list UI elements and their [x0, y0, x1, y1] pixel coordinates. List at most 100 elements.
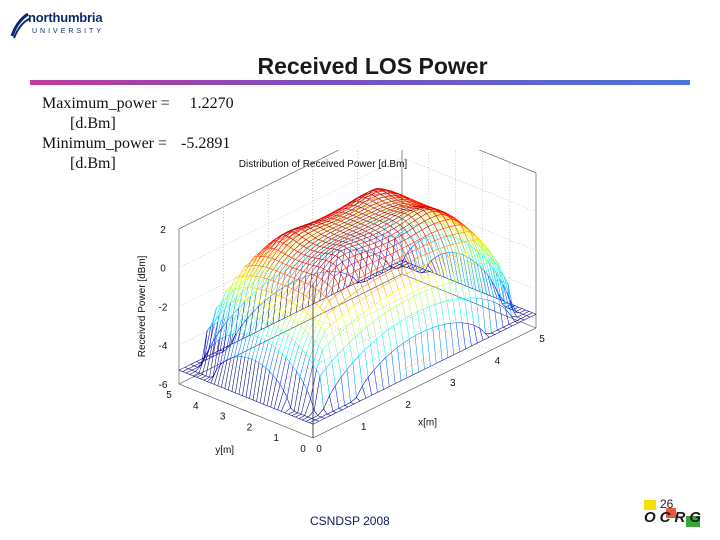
surface-mesh-line [471, 250, 478, 252]
surface-mesh-line [266, 269, 274, 280]
surface-mesh-line [344, 251, 351, 255]
surface-mesh-line [479, 245, 486, 260]
surface-mesh-line [333, 271, 341, 277]
surface-mesh-line [214, 321, 218, 325]
surface-mesh-line [517, 316, 521, 319]
surface-mesh-line [387, 231, 392, 236]
surface-mesh-line [365, 193, 372, 199]
surface-mesh-line [404, 236, 411, 241]
surface-mesh-line [373, 205, 380, 209]
surface-mesh-line [419, 207, 426, 210]
surface-mesh-line [217, 319, 222, 323]
surface-mesh-line [469, 231, 475, 241]
surface-mesh-line [414, 216, 422, 221]
surface-mesh-line [486, 263, 491, 280]
surface-mesh-line [372, 217, 377, 220]
surface-mesh-line [370, 275, 377, 280]
surface-mesh-line [256, 285, 263, 292]
surface-mesh-line [403, 339, 410, 344]
surface-mesh-line [431, 214, 436, 216]
surface-mesh-line [493, 296, 498, 299]
surface-mesh-line [360, 203, 368, 208]
surface-mesh-line [504, 301, 508, 304]
surface-mesh-line [514, 318, 521, 322]
surface-mesh-line [356, 291, 361, 302]
surface-mesh-line [309, 237, 316, 243]
box-edge [478, 150, 537, 174]
surface-mesh-line [369, 253, 376, 257]
surface-mesh-line [284, 239, 289, 247]
surface-mesh-line [403, 227, 408, 233]
surface-mesh-line [370, 219, 377, 223]
surface-mesh-line [372, 214, 379, 219]
surface-mesh-line [290, 317, 295, 321]
surface-mesh-line [291, 338, 296, 343]
surface-mesh-line [376, 334, 383, 340]
surface-mesh-line [520, 315, 527, 319]
surface-mesh-line [332, 227, 337, 230]
surface-mesh-line [366, 211, 373, 213]
surface-mesh-line [346, 286, 351, 296]
surface-mesh-line [362, 210, 369, 214]
surface-mesh-line [340, 377, 345, 406]
surface-mesh-line [315, 288, 319, 292]
surface-mesh-line [354, 207, 362, 212]
surface-mesh-line [268, 291, 272, 294]
surface-mesh-line [348, 236, 355, 239]
surface-mesh-line [383, 190, 387, 194]
surface-mesh-line [319, 227, 324, 230]
surface-mesh-line [315, 219, 322, 223]
surface-mesh-line [241, 333, 248, 357]
surface-mesh-line [447, 254, 454, 257]
surface-mesh-line [228, 301, 235, 318]
surface-mesh-line [354, 282, 359, 284]
surface-mesh-line [261, 321, 268, 339]
surface-mesh-line [404, 286, 409, 300]
surface-mesh-line [217, 304, 224, 323]
surface-mesh-line [391, 211, 398, 215]
surface-mesh-line [298, 291, 303, 295]
surface-mesh-line [479, 239, 486, 247]
surface-mesh-line [389, 279, 396, 284]
surface-mesh-line [396, 248, 403, 252]
surface-mesh-line [425, 232, 432, 237]
surface-mesh-line [480, 266, 485, 272]
surface-mesh-line [322, 350, 327, 369]
surface-mesh-line [310, 398, 315, 411]
surface-mesh-line [297, 246, 304, 252]
surface-mesh-line [440, 223, 445, 226]
surface-mesh-line [335, 208, 342, 213]
surface-mesh-line [416, 233, 420, 240]
surface-mesh-line [426, 251, 433, 255]
surface-mesh-line [231, 356, 239, 392]
surface-mesh-line [289, 265, 294, 268]
surface-mesh-line [285, 235, 290, 238]
surface-mesh-line [355, 239, 362, 243]
surface-mesh-line [370, 205, 375, 209]
surface-mesh-line [285, 338, 293, 358]
surface-mesh-line [256, 317, 261, 319]
surface-mesh-line [413, 213, 420, 224]
surface-mesh-line [363, 216, 370, 220]
surface-mesh-line [393, 208, 400, 212]
surface-mesh-line [403, 214, 407, 217]
surface-mesh-line [252, 362, 260, 401]
surface-mesh-line [273, 310, 281, 326]
surface-mesh-line [298, 345, 303, 351]
surface-mesh-line [399, 254, 406, 258]
surface-mesh-line [325, 361, 332, 369]
surface-mesh-line [384, 309, 391, 314]
surface-mesh-line [390, 209, 397, 220]
surface-mesh-line [402, 245, 409, 249]
surface-mesh-line [305, 337, 313, 355]
surface-mesh-line [208, 352, 215, 356]
surface-mesh-line [426, 327, 433, 331]
surface-mesh-line [355, 233, 361, 250]
surface-mesh-line [302, 237, 306, 240]
surface-mesh-line [283, 273, 288, 276]
surface-mesh-line [313, 246, 321, 252]
surface-mesh-line [491, 254, 498, 267]
surface-mesh-line [322, 223, 326, 226]
surface-mesh-line [407, 247, 412, 253]
surface-mesh-line [270, 322, 275, 326]
